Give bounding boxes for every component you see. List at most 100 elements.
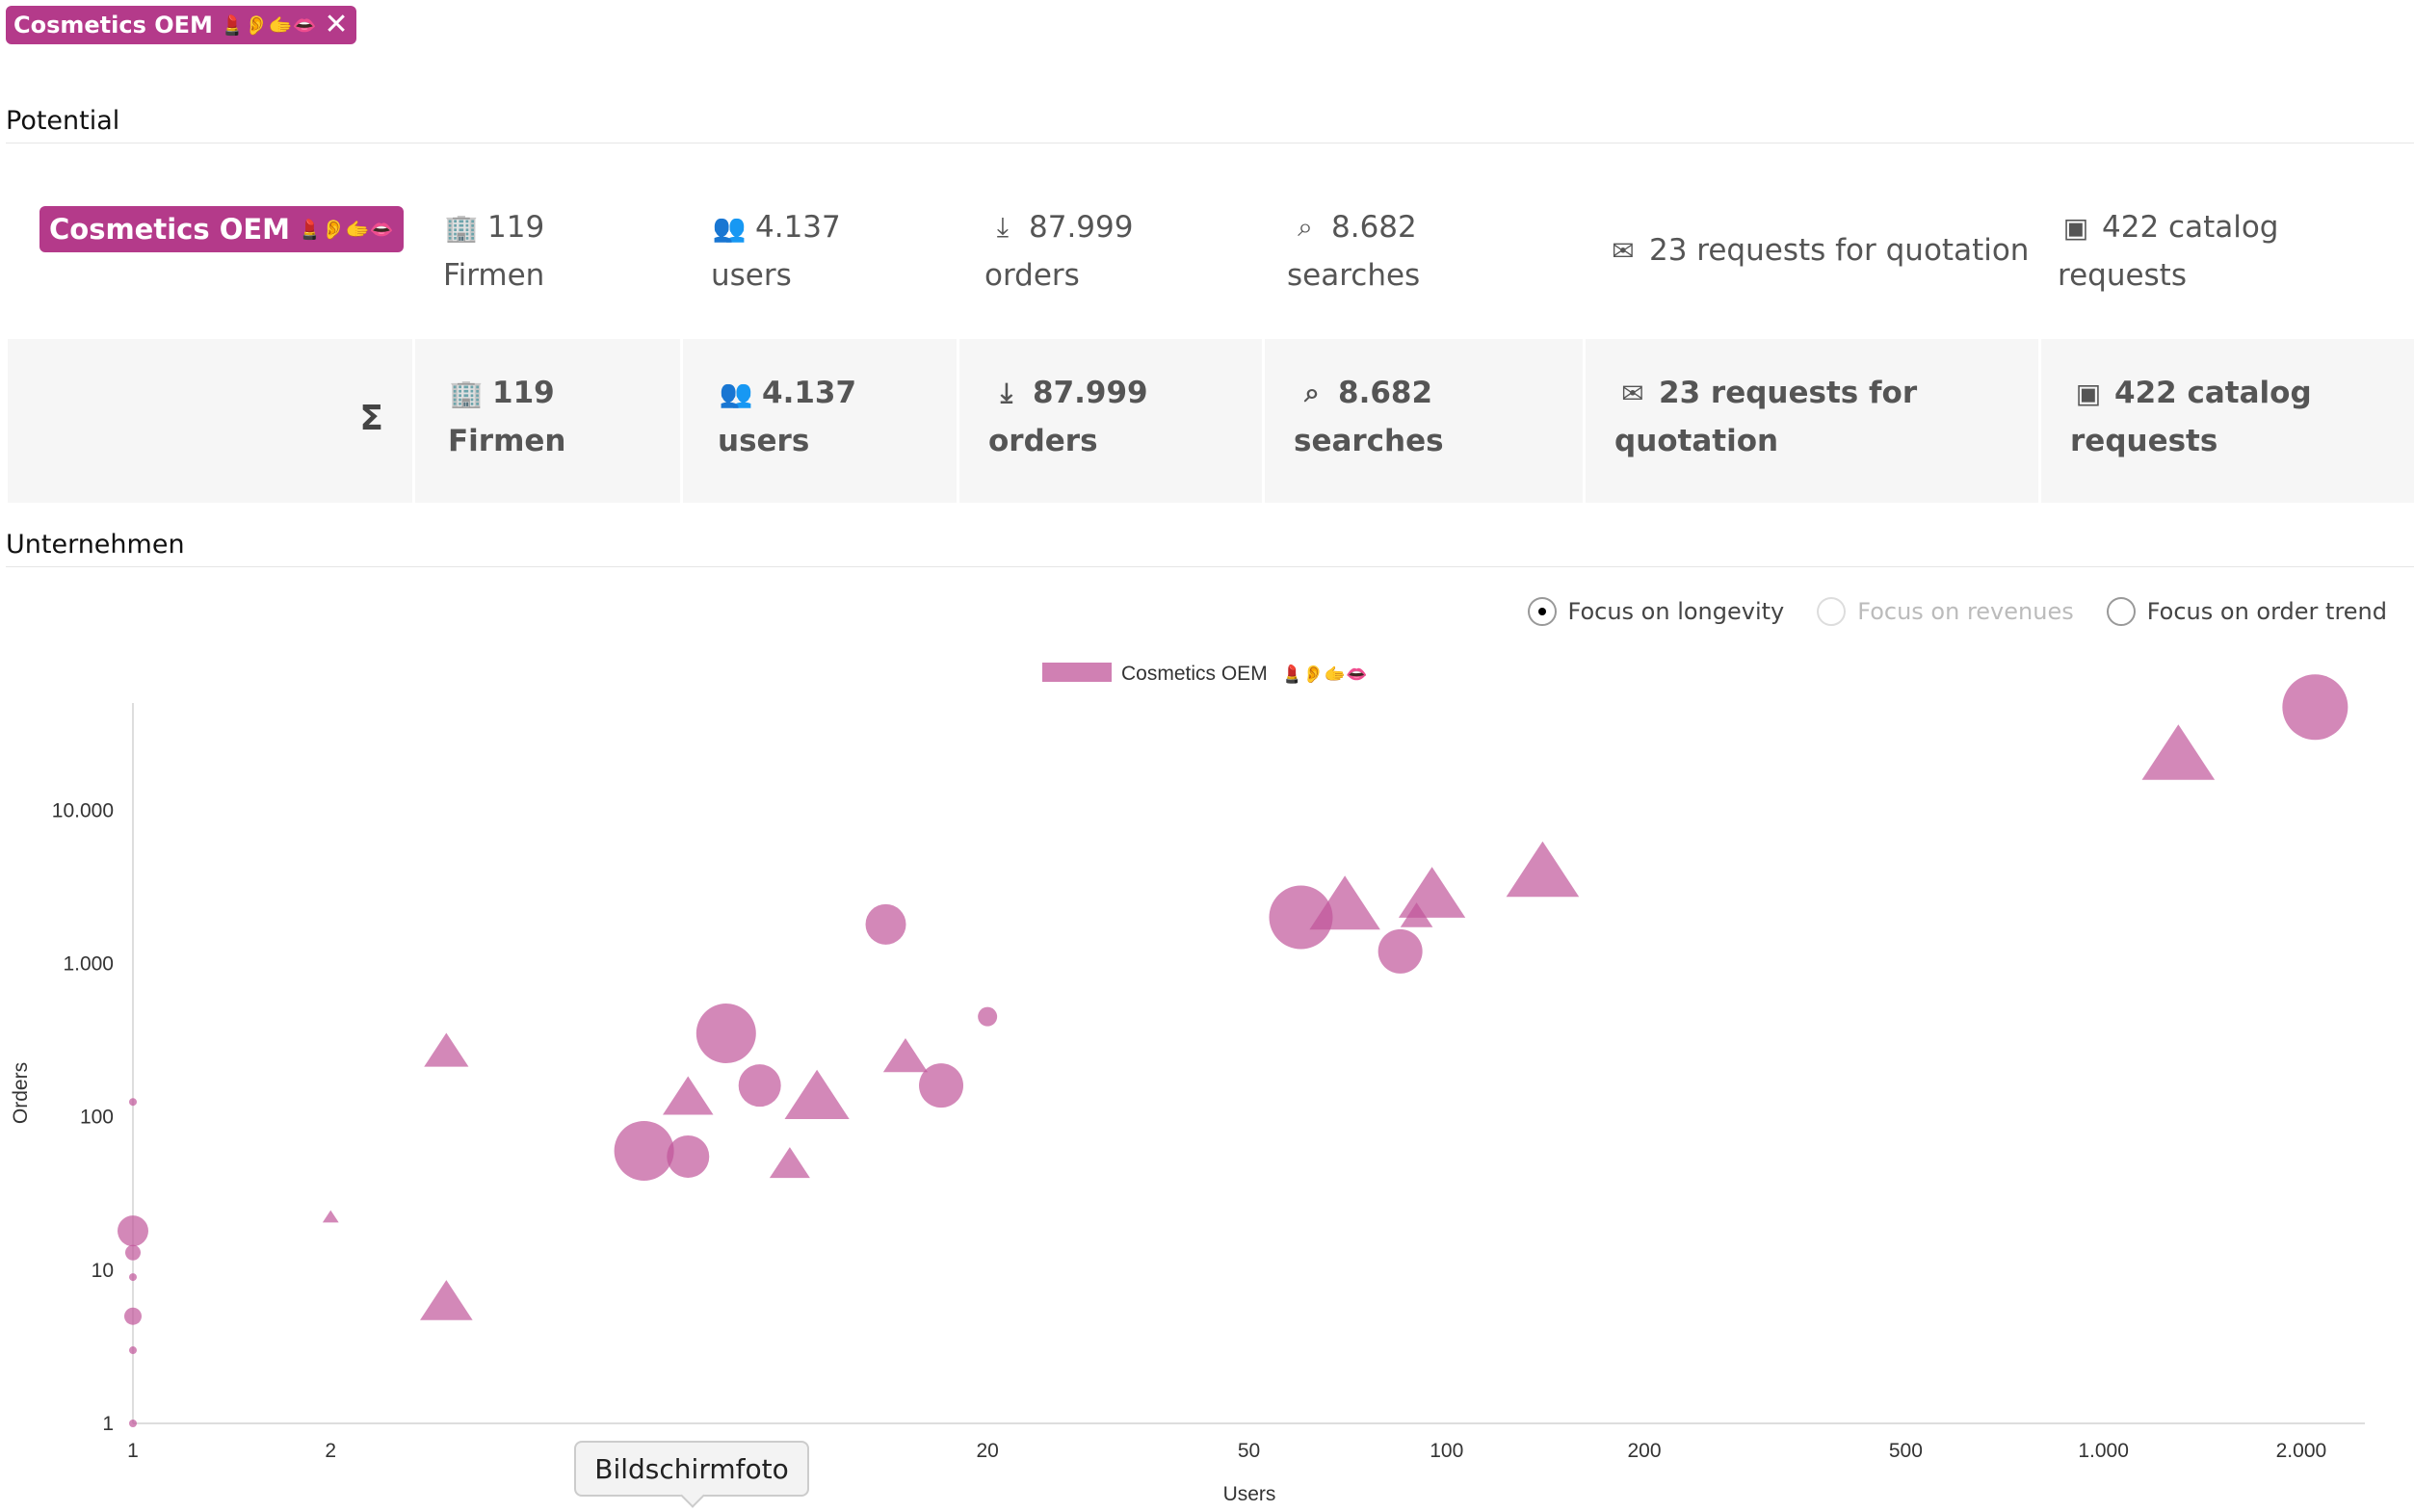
triangle-point[interactable] <box>420 1280 473 1320</box>
segment-cell: Cosmetics OEM 💄👂🫱👄 <box>8 173 443 337</box>
x-tick-label: 100 <box>1430 1440 1463 1462</box>
circle-point[interactable] <box>614 1120 674 1181</box>
triangle-point[interactable] <box>1309 875 1380 930</box>
x-tick-label: 50 <box>1238 1440 1260 1462</box>
stat-value: 87.999 <box>1033 376 1148 410</box>
stat-value: 422 catalog <box>2102 210 2279 245</box>
circle-point[interactable] <box>919 1063 964 1108</box>
triangle-point[interactable] <box>784 1069 850 1119</box>
users-icon: 👥 <box>719 377 753 409</box>
filter-tag[interactable]: Cosmetics OEM 💄👂🫱👄 ✕ <box>6 6 356 44</box>
circle-point[interactable] <box>129 1346 137 1355</box>
search-icon: ⌕ <box>1298 211 1313 243</box>
catalog-icon: ▣ <box>2075 377 2102 409</box>
radio-circle <box>1817 597 1847 626</box>
sigma-icon: Σ <box>359 399 383 438</box>
y-tick-label: 1.000 <box>63 952 114 975</box>
sum-catalog: ▣ 422 catalog requests <box>2038 339 2398 503</box>
circle-point[interactable] <box>125 1244 141 1261</box>
triangle-point[interactable] <box>663 1076 714 1115</box>
circle-point[interactable] <box>738 1064 781 1108</box>
stat-catalog: ▣ 422 catalog requests <box>2058 173 2414 337</box>
company-icon: 🏢 <box>444 211 479 244</box>
section-title-potential: Potential <box>6 106 120 136</box>
circle-point[interactable] <box>1378 928 1423 974</box>
radio-label: Focus on order trend <box>2146 598 2387 625</box>
radio-focus-revenues: Focus on revenues <box>1817 597 2074 626</box>
x-tick-label: 500 <box>1889 1440 1923 1462</box>
radio-label: Focus on longevity <box>1567 598 1785 625</box>
circle-point[interactable] <box>695 1004 756 1064</box>
radio-focus-order-trend[interactable]: Focus on order trend <box>2106 597 2387 626</box>
circle-point[interactable] <box>2282 674 2348 741</box>
stat-label: searches <box>1294 424 1444 458</box>
section-title-companies: Unternehmen <box>6 530 185 560</box>
x-tick-label: 2 <box>325 1440 336 1462</box>
legend-emoji: 💄👂🫱👄 <box>1281 664 1368 684</box>
stat-label: searches <box>1287 258 1421 293</box>
radio-label: Focus on revenues <box>1857 598 2074 625</box>
triangle-point[interactable] <box>2141 724 2216 780</box>
x-tick-label: 200 <box>1628 1440 1662 1462</box>
y-axis-label: Orders <box>10 1062 32 1124</box>
stat-value: 8.682 <box>1331 210 1417 245</box>
circle-point[interactable] <box>129 1273 137 1282</box>
stat-label: users <box>711 258 792 293</box>
radio-focus-longevity[interactable]: Focus on longevity <box>1527 597 1785 626</box>
x-tick-label: 1 <box>127 1440 139 1462</box>
stat-quotations: ✉ 23 requests for quotation <box>1605 173 2058 337</box>
triangle-point[interactable] <box>882 1037 929 1073</box>
users-icon: 👥 <box>712 211 747 244</box>
stat-label: Firmen <box>443 258 545 293</box>
company-icon: 🏢 <box>449 377 484 409</box>
stat-label: users <box>718 424 810 458</box>
triangle-point[interactable] <box>769 1147 810 1179</box>
x-tick-label: 1.000 <box>2078 1440 2129 1462</box>
stat-searches: ⌕ 8.682 searches <box>1287 173 1605 337</box>
stat-label: orders <box>988 424 1098 458</box>
segment-emoji: 💄👂🫱👄 <box>298 218 394 241</box>
circle-point[interactable] <box>1269 885 1333 950</box>
circle-point[interactable] <box>667 1134 710 1178</box>
circle-point[interactable] <box>124 1307 142 1325</box>
y-tick-label: 10.000 <box>52 799 114 821</box>
search-icon: ⌕ <box>1304 377 1320 408</box>
circle-point[interactable] <box>978 1006 998 1027</box>
circle-point[interactable] <box>865 903 906 945</box>
stat-users: 👥 4.137 users <box>711 173 984 337</box>
download-icon: ⤓ <box>1000 377 1013 408</box>
stat-value: 23 requests for quotation <box>1649 233 2030 268</box>
quotation-icon: ✉ <box>1621 377 1644 409</box>
y-tick-label: 100 <box>80 1107 114 1129</box>
stat-orders: ⤓ 87.999 orders <box>984 173 1287 337</box>
y-tick-label: 1 <box>102 1413 114 1435</box>
triangle-point[interactable] <box>322 1210 339 1223</box>
legend-swatch <box>1042 663 1112 682</box>
x-axis-label: Users <box>1223 1483 1276 1505</box>
radio-circle[interactable] <box>1527 597 1557 626</box>
triangle-point[interactable] <box>424 1032 469 1067</box>
circle-point[interactable] <box>129 1420 137 1427</box>
potential-row: Cosmetics OEM 💄👂🫱👄 🏢 119 Firmen 👥 4.137 us… <box>8 173 2414 337</box>
triangle-point[interactable] <box>1506 841 1580 898</box>
segment-badge[interactable]: Cosmetics OEM 💄👂🫱👄 <box>39 206 404 252</box>
triangle-point[interactable] <box>1398 867 1466 918</box>
circle-point[interactable] <box>129 1098 137 1107</box>
catalog-icon: ▣ <box>2062 211 2089 244</box>
sum-cell: Σ <box>8 339 412 503</box>
close-icon[interactable]: ✕ <box>324 8 349 41</box>
stat-value: 8.682 <box>1338 376 1433 410</box>
tooltip: Bildschirmfoto <box>574 1441 809 1497</box>
sum-searches: ⌕ 8.682 searches <box>1262 339 1583 503</box>
sum-quotations: ✉ 23 requests for quotation <box>1583 339 2038 503</box>
chart-legend[interactable]: Cosmetics OEM 💄👂🫱👄 <box>1042 663 1368 685</box>
focus-radio-group: Focus on longevity Focus on revenues Foc… <box>1527 597 2387 626</box>
divider <box>6 566 2414 567</box>
circle-point[interactable] <box>118 1215 148 1247</box>
radio-circle[interactable] <box>2106 597 2136 626</box>
stat-label: requests <box>2070 424 2218 458</box>
stat-value: 23 requests for <box>1659 376 1918 410</box>
sum-users: 👥 4.137 users <box>680 339 957 503</box>
segment-label: Cosmetics OEM <box>49 213 291 246</box>
stat-companies: 🏢 119 Firmen <box>443 173 711 337</box>
